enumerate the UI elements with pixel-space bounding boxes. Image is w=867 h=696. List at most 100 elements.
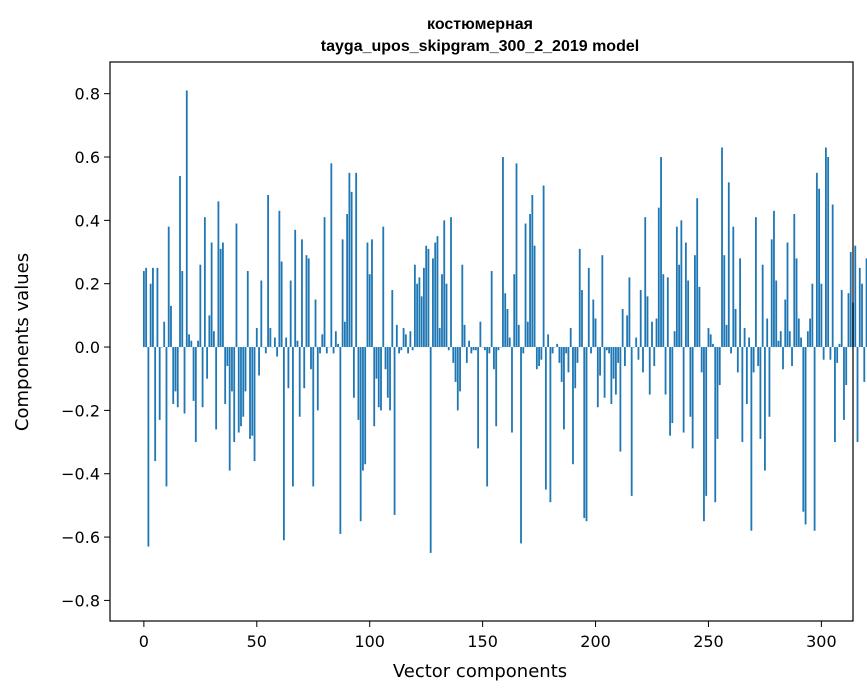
bar [154, 347, 157, 462]
bar [766, 318, 769, 348]
bar [764, 347, 766, 471]
bar [563, 347, 565, 430]
bar [775, 280, 778, 348]
bar [350, 191, 353, 348]
bar [723, 255, 726, 348]
bar [413, 264, 416, 348]
bar [400, 347, 403, 351]
bar [811, 283, 814, 348]
bar [461, 264, 464, 348]
bar [285, 337, 288, 348]
bar [495, 347, 498, 427]
bar [802, 347, 805, 512]
bar [282, 347, 285, 541]
bar [269, 328, 272, 348]
bar [219, 248, 222, 348]
y-tick-label: 0.0 [75, 338, 100, 357]
bar [434, 242, 437, 348]
bar [465, 347, 468, 363]
bar [206, 347, 209, 379]
bar [172, 347, 175, 405]
y-tick-label: −0.2 [61, 401, 100, 420]
bar [691, 347, 694, 449]
bar [323, 217, 326, 348]
bar [325, 347, 328, 354]
bar [511, 347, 513, 433]
bar [149, 283, 152, 348]
bar [779, 331, 782, 348]
y-tick-label: 0.8 [75, 85, 100, 104]
bar [698, 286, 701, 348]
bar [614, 347, 617, 395]
x-tick-label: 250 [693, 632, 724, 651]
bar [748, 337, 751, 348]
bar [630, 347, 633, 496]
bar [429, 347, 432, 553]
bar [273, 337, 276, 348]
bar [831, 204, 834, 348]
bar [642, 347, 644, 373]
bar [768, 347, 771, 417]
bar [754, 217, 757, 348]
bar [298, 347, 301, 417]
bar [423, 267, 425, 348]
bar [558, 347, 561, 363]
bar [228, 347, 231, 471]
bar [565, 347, 568, 354]
bar [705, 347, 708, 496]
y-tick-label: 0.6 [75, 148, 100, 167]
bar [185, 90, 188, 348]
bar [142, 271, 145, 348]
bar [454, 347, 457, 382]
bar [619, 347, 622, 452]
bar [463, 324, 466, 348]
bar [791, 347, 793, 367]
bar [258, 347, 260, 376]
x-tick-label: 200 [580, 632, 611, 651]
bar [786, 242, 789, 348]
bar [339, 347, 342, 534]
bar [531, 195, 534, 348]
bar [675, 226, 678, 348]
bar [605, 347, 608, 351]
bar [578, 248, 581, 348]
bar [348, 172, 351, 348]
bar [240, 347, 242, 427]
bar [680, 220, 683, 348]
bar [418, 277, 421, 348]
bar [612, 347, 615, 379]
bar [809, 318, 811, 348]
bar [346, 214, 349, 348]
bar [255, 328, 258, 348]
bar [502, 157, 504, 348]
bar [474, 347, 477, 351]
chart-subtitle: tayga_upos_skipgram_300_2_2019 model [321, 38, 639, 55]
bar [165, 347, 168, 487]
bar [470, 347, 473, 354]
bar [203, 217, 206, 348]
bar [547, 334, 550, 348]
bar [583, 347, 586, 519]
bar [797, 318, 800, 348]
bar [212, 331, 215, 348]
bar [752, 347, 755, 373]
bar [319, 347, 321, 354]
bar [237, 347, 240, 433]
bar [264, 347, 267, 354]
bar [734, 309, 737, 348]
bar [152, 267, 154, 348]
bar [813, 347, 816, 531]
bar [215, 347, 218, 430]
bar [569, 328, 572, 348]
bar [251, 347, 254, 436]
bar [599, 347, 601, 376]
bar [226, 347, 229, 367]
bar [402, 328, 405, 348]
y-tick-label: 0.4 [75, 211, 100, 230]
bar [452, 347, 455, 363]
bar [181, 271, 184, 348]
bar [517, 324, 520, 348]
bar [843, 347, 845, 420]
bar [380, 347, 382, 411]
